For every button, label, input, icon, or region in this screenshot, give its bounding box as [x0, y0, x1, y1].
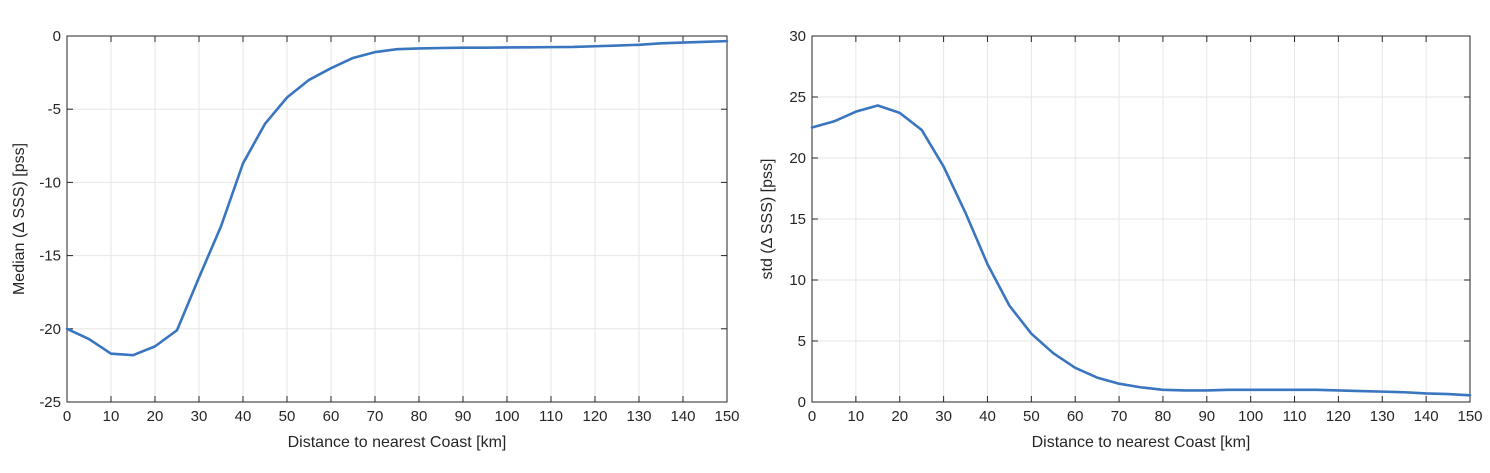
y-tick-label: 10: [789, 272, 806, 289]
x-tick-label: 10: [848, 408, 865, 425]
y-tick-label: 15: [789, 211, 806, 228]
y-tick-label: 0: [798, 394, 806, 411]
y-tick-label: 5: [798, 333, 806, 350]
x-tick-label: 50: [279, 408, 296, 425]
y-tick-label: 20: [789, 150, 806, 167]
y-tick-label: 0: [53, 28, 61, 45]
x-tick-label: 30: [935, 408, 952, 425]
x-tick-label: 150: [1457, 408, 1482, 425]
plot-area: [67, 36, 727, 402]
y-tick-label: 25: [789, 89, 806, 106]
x-tick-label: 120: [582, 408, 607, 425]
x-tick-label: 40: [979, 408, 996, 425]
x-tick-label: 40: [235, 408, 252, 425]
x-tick-label: 90: [1198, 408, 1215, 425]
x-tick-label: 100: [494, 408, 519, 425]
x-tick-label: 70: [367, 408, 384, 425]
x-tick-label: 50: [1023, 408, 1040, 425]
x-tick-label: 140: [1414, 408, 1439, 425]
y-tick-label: 30: [789, 28, 806, 45]
x-tick-label: 0: [63, 408, 71, 425]
x-tick-label: 100: [1238, 408, 1263, 425]
x-tick-label: 150: [714, 408, 739, 425]
x-tick-label: 120: [1326, 408, 1351, 425]
x-tick-label: 80: [411, 408, 428, 425]
x-tick-label: 110: [539, 408, 563, 425]
x-tick-label: 90: [455, 408, 472, 425]
x-tick-label: 60: [1067, 408, 1084, 425]
y-axis-label: Median (Δ SSS) [pss]: [11, 143, 28, 295]
y-axis-label: std (Δ SSS) [pss]: [759, 159, 776, 280]
y-tick-label: -10: [39, 174, 61, 191]
median-panel: 0 10 20 30 40 50 60 70 80 90 100 110 120 130 140 150 -25…: [11, 28, 740, 451]
x-tick-label: 30: [191, 408, 208, 425]
y-tick-label: -20: [39, 321, 61, 338]
y-tick-label: -5: [48, 101, 61, 118]
x-tick-label: 80: [1155, 408, 1172, 425]
x-tick-label: 130: [1370, 408, 1395, 425]
x-tick-label: 10: [103, 408, 120, 425]
x-axis-label: Distance to nearest Coast [km]: [288, 434, 507, 451]
x-tick-label: 60: [323, 408, 340, 425]
std-panel: 0 10 20 30 40 50 60 70 80 90 100 110 120 130 140 150 0 5 1…: [759, 28, 1483, 451]
x-tick-label: 20: [147, 408, 164, 425]
y-tick-label: -25: [39, 394, 61, 411]
x-tick-label: 0: [808, 408, 816, 425]
x-tick-label: 130: [626, 408, 651, 425]
x-tick-label: 110: [1283, 408, 1307, 425]
x-tick-label: 140: [670, 408, 695, 425]
x-tick-label: 20: [891, 408, 908, 425]
x-axis-label: Distance to nearest Coast [km]: [1032, 434, 1251, 451]
x-tick-label: 70: [1111, 408, 1128, 425]
y-tick-label: -15: [39, 248, 61, 265]
